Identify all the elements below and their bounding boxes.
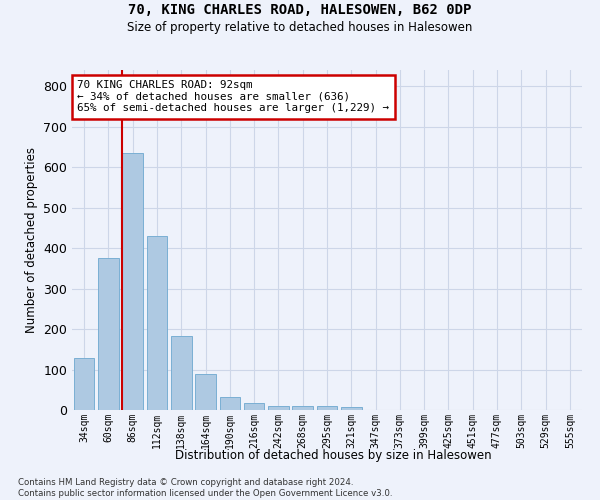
Y-axis label: Number of detached properties: Number of detached properties bbox=[25, 147, 38, 333]
Bar bbox=[195, 374, 216, 410]
Text: 70 KING CHARLES ROAD: 92sqm
← 34% of detached houses are smaller (636)
65% of se: 70 KING CHARLES ROAD: 92sqm ← 34% of det… bbox=[77, 80, 389, 114]
Bar bbox=[74, 358, 94, 410]
Bar bbox=[268, 406, 289, 410]
Bar bbox=[317, 406, 337, 410]
Bar bbox=[244, 402, 265, 410]
Bar bbox=[220, 397, 240, 410]
Bar bbox=[98, 258, 119, 410]
Text: 70, KING CHARLES ROAD, HALESOWEN, B62 0DP: 70, KING CHARLES ROAD, HALESOWEN, B62 0D… bbox=[128, 2, 472, 16]
Bar bbox=[122, 152, 143, 410]
Bar bbox=[292, 406, 313, 410]
Bar bbox=[341, 407, 362, 410]
Bar bbox=[146, 236, 167, 410]
Text: Distribution of detached houses by size in Halesowen: Distribution of detached houses by size … bbox=[175, 448, 491, 462]
Text: Size of property relative to detached houses in Halesowen: Size of property relative to detached ho… bbox=[127, 21, 473, 34]
Text: Contains HM Land Registry data © Crown copyright and database right 2024.
Contai: Contains HM Land Registry data © Crown c… bbox=[18, 478, 392, 498]
Bar bbox=[171, 336, 191, 410]
